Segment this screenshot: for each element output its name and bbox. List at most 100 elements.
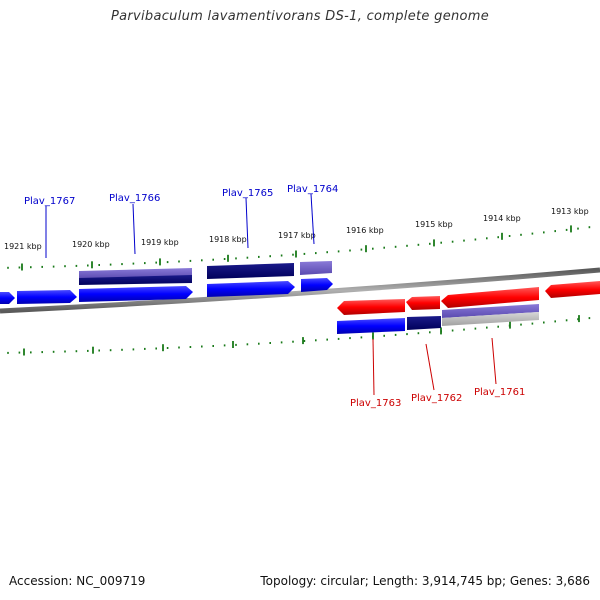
scale-dot [486,237,488,240]
feature-box[interactable] [79,275,192,285]
accession-text: Accession: NC_009719 [9,574,146,588]
scale-dot [406,333,408,336]
feature-box[interactable] [442,304,539,318]
scale-dot [508,235,511,237]
scale-dot [406,244,408,247]
scale-dot [543,321,545,324]
scale-dot [189,259,192,262]
scale-dot [326,251,328,254]
scale-dot [337,337,340,340]
scale-dot [520,323,522,326]
forward-strand-features [79,261,332,285]
tick-label: 1916 kbp [346,226,384,235]
scale-dot [41,351,43,354]
scale-dot [360,248,363,251]
gene-arrow-forward[interactable] [301,278,333,292]
scale-dot [554,230,556,233]
scale-dot [121,263,123,266]
scale-tick [23,348,25,356]
gene-arrow-reverse[interactable] [441,287,539,308]
scale-dot [144,347,146,350]
gene-label-plav-1761[interactable]: Plav_1761 [474,387,525,398]
scale-dot [497,325,499,328]
scale-dot [223,258,226,260]
scale-tick [162,344,164,352]
genome-summary: Topology: circular; Length: 3,914,745 bp… [260,574,590,588]
feature-box[interactable] [300,261,332,275]
scale-dot [155,347,157,350]
scale-dot [315,339,317,342]
scale-dot [18,351,21,354]
gene-arrow-reverse[interactable] [337,299,405,315]
scale-dot [98,264,100,266]
forward-gene-labels [45,193,315,258]
scale-dot [30,266,32,269]
scale-dot [52,265,55,268]
feature-box[interactable] [442,312,539,326]
scale-dot [201,259,203,262]
gene-label-plav-1762[interactable]: Plav_1762 [411,393,462,404]
gene-arrow-forward[interactable] [207,281,295,297]
gene-arrow-forward[interactable] [17,290,77,304]
feature-box[interactable] [207,263,294,279]
scale-dot [451,240,454,243]
scale-dot [41,265,43,268]
scale-dot [87,264,89,267]
scale-tick [570,225,572,233]
scale-dot [87,349,89,352]
scale-dot [178,260,180,263]
gene-label-plav-1765[interactable]: Plav_1765 [222,188,273,199]
scale-dot [349,249,351,252]
scale-tick [433,239,435,247]
scale-dot [64,265,66,268]
scale-dot [292,253,294,256]
scale-dot [383,246,385,249]
leader-line [310,193,315,245]
leader-line [245,197,249,249]
scale-tick [159,258,161,266]
forward-strand-track [0,278,333,304]
scale-tick [232,341,234,348]
gene-label-plav-1764[interactable]: Plav_1764 [287,184,338,195]
gene-arrow-forward[interactable] [0,292,15,304]
scale-tick [440,327,442,335]
feature-box[interactable] [337,318,405,334]
page-title: Parvibaculum lavamentivorans DS-1, compl… [110,9,490,24]
scale-dot [75,350,78,353]
gene-label-plav-1766[interactable]: Plav_1766 [109,193,160,204]
gene-arrow-reverse[interactable] [406,296,440,310]
scale-dot [166,347,169,349]
scale-tick [509,321,511,329]
scale-dot [132,348,135,351]
scale-dot [394,333,397,336]
leader-line [372,338,375,396]
gene-arrow-reverse[interactable] [545,281,600,298]
scale-dot [75,264,78,267]
scale-dot [212,345,214,347]
scale-tick [91,261,93,269]
scale-dot [189,346,192,348]
scale-dot [64,350,66,353]
scale-dot [531,322,534,325]
tick-label: 1914 kbp [483,214,521,223]
scale-dot [7,351,9,354]
scale-tick [21,263,23,271]
tick-label: 1921 kbp [4,242,42,251]
scale-dot [178,346,180,349]
scale-dot [223,344,226,347]
scale-dot [7,266,9,269]
scale-dot [577,227,579,230]
gene-label-plav-1767[interactable]: Plav_1767 [24,196,75,207]
leader-line [425,343,435,391]
scale-dot [166,261,169,264]
gene-label-plav-1763[interactable]: Plav_1763 [350,398,401,409]
scale-dot [98,349,100,352]
reverse-gene-labels [372,337,497,396]
feature-box[interactable] [407,316,441,330]
scale-tick [578,315,580,323]
scale-dot [543,231,545,234]
gene-arrow-forward[interactable] [79,286,193,302]
scale-dot [235,257,237,260]
scale-tick [302,337,304,345]
scale-dot [121,348,123,351]
